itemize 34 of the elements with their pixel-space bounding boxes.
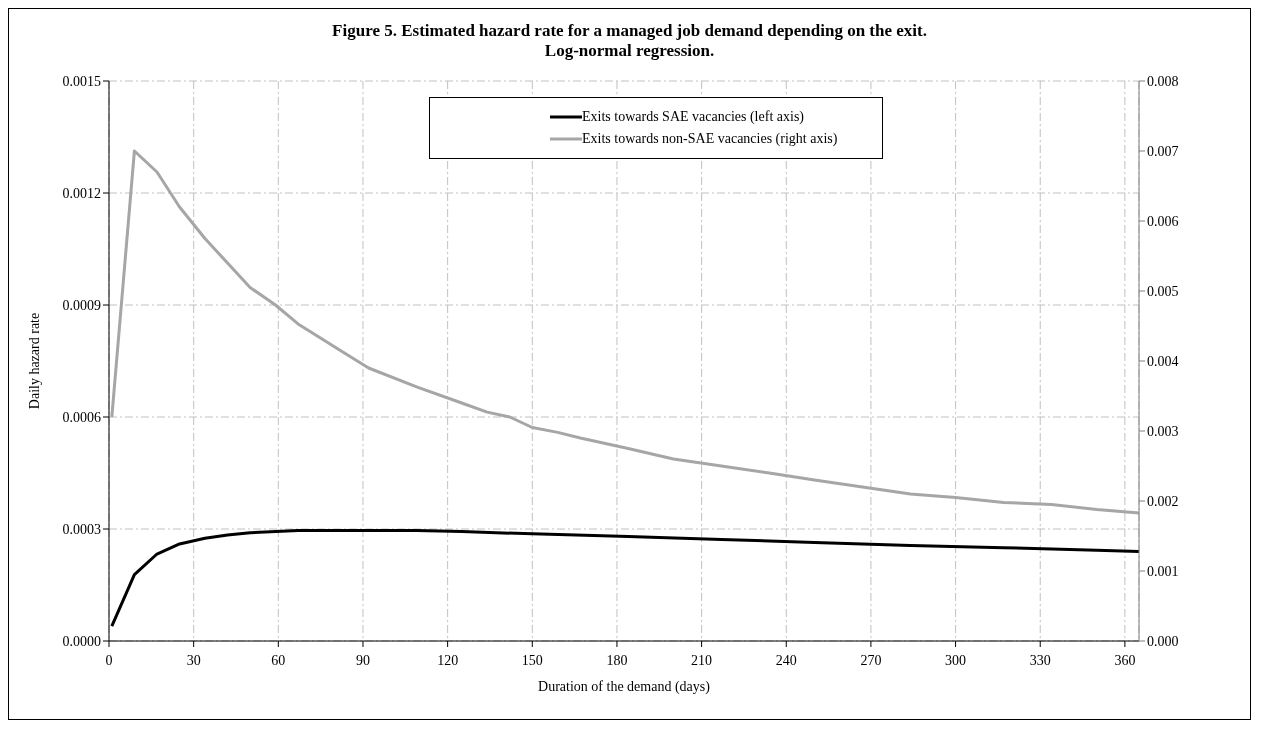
x-tick-label: 210 (691, 652, 713, 668)
chart-title: Figure 5. Estimated hazard rate for a managed job demand depending on the exit. Log-normal regression. (331, 20, 928, 61)
y-axis-title: Daily hazard rate (26, 312, 42, 410)
x-tick-label: 60 (271, 652, 286, 668)
x-tick-label: 240 (775, 652, 797, 668)
y2-tick-label: 0.005 (1147, 283, 1179, 299)
x-tick-label: 120 (437, 652, 459, 668)
legend-label: Exits towards non-SAE vacancies (right axis) (582, 131, 838, 147)
y-tick-label: 0.0003 (62, 521, 101, 537)
y2-tick-label: 0.000 (1147, 633, 1179, 649)
x-axis-title: Duration of the demand (days) (538, 679, 711, 695)
y-tick-label: 0.0000 (62, 633, 101, 649)
y2-tick-label: 0.006 (1147, 213, 1179, 229)
x-tick-label: 330 (1029, 652, 1051, 668)
y2-tick-label: 0.007 (1147, 143, 1179, 159)
x-tick-label: 180 (606, 652, 628, 668)
y-tick-label: 0.0009 (62, 297, 101, 313)
y-tick-label: 0.0006 (62, 409, 101, 425)
x-tick-label: 150 (521, 652, 543, 668)
y2-tick-label: 0.008 (1147, 73, 1179, 89)
x-tick-label: 90 (355, 652, 370, 668)
y-tick-label: 0.0012 (62, 185, 101, 201)
y2-tick-label: 0.003 (1147, 423, 1179, 439)
x-tick-label: 270 (860, 652, 882, 668)
y2-tick-label: 0.004 (1147, 353, 1179, 369)
x-tick-label: 360 (1114, 652, 1136, 668)
y2-tick-label: 0.001 (1147, 563, 1179, 579)
y2-tick-label: 0.002 (1147, 493, 1179, 509)
legend-label: Exits towards SAE vacancies (left axis) (582, 109, 804, 125)
line-series (110, 149, 1139, 515)
x-tick-label: 300 (945, 652, 967, 668)
y-tick-label: 0.0015 (62, 73, 101, 89)
x-tick-label: 30 (186, 652, 201, 668)
x-tick-label: 0 (105, 652, 113, 668)
